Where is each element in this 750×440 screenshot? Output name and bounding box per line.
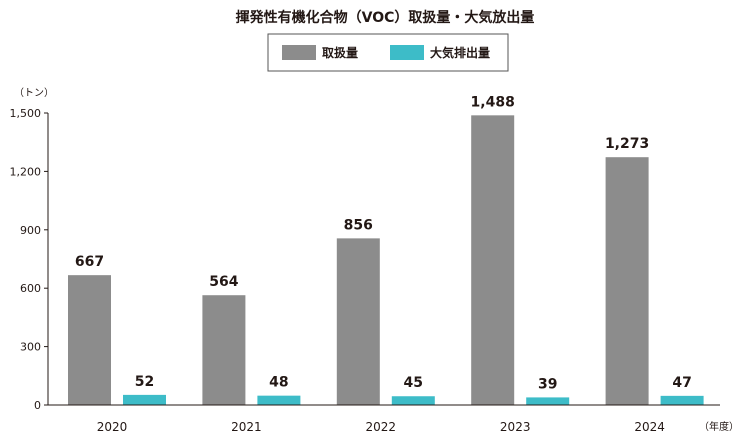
bar-handling [605, 157, 649, 405]
y-tick-label: 0 [34, 399, 41, 412]
bar-handling [336, 238, 380, 405]
y-tick-label: 600 [20, 282, 41, 295]
y-tick-label: 900 [20, 224, 41, 237]
bar-emission [391, 396, 435, 405]
data-label-emission: 48 [269, 375, 288, 391]
x-tick-label: 2022 [366, 420, 397, 434]
data-label-emission: 45 [404, 375, 423, 391]
bar-handling [202, 295, 246, 405]
data-label-emission: 47 [672, 375, 691, 391]
plot-area: 0 300 600 900 1,200 1,500 667 52 2020 564 48 2021 85… [10, 94, 720, 434]
legend-label-handling: 取扱量 [322, 45, 358, 60]
bar-emission [660, 395, 704, 405]
y-axis-unit: （トン） [14, 87, 54, 99]
data-label-handling: 667 [75, 254, 104, 270]
bar-handling [471, 115, 515, 405]
bar-emission [257, 395, 301, 405]
data-label-handling: 1,273 [605, 136, 649, 152]
data-label-emission: 39 [538, 376, 557, 392]
x-tick-label: 2020 [97, 420, 128, 434]
data-label-handling: 1,488 [471, 94, 515, 110]
data-label-handling: 856 [344, 217, 373, 233]
y-tick-label: 1,500 [10, 107, 42, 120]
legend: 取扱量 大気排出量 [267, 33, 509, 72]
x-axis-unit: （年度） [699, 420, 739, 433]
x-tick-label: 2024 [634, 420, 665, 434]
x-tick-label: 2023 [500, 420, 531, 434]
x-tick-label: 2021 [231, 420, 262, 434]
y-tick-label: 300 [20, 341, 41, 354]
y-tick-label: 1,200 [10, 165, 42, 178]
legend-swatch-handling [282, 45, 316, 60]
data-label-emission: 52 [135, 374, 154, 390]
bar-emission [526, 397, 570, 405]
legend-swatch-emission [390, 45, 424, 60]
data-label-handling: 564 [209, 274, 238, 290]
bar-handling [68, 275, 111, 405]
legend-label-emission: 大気排出量 [430, 45, 490, 60]
bar-emission [123, 394, 166, 405]
chart-title: 揮発性有機化合物（VOC）取扱量・大気放出量 [236, 9, 535, 26]
